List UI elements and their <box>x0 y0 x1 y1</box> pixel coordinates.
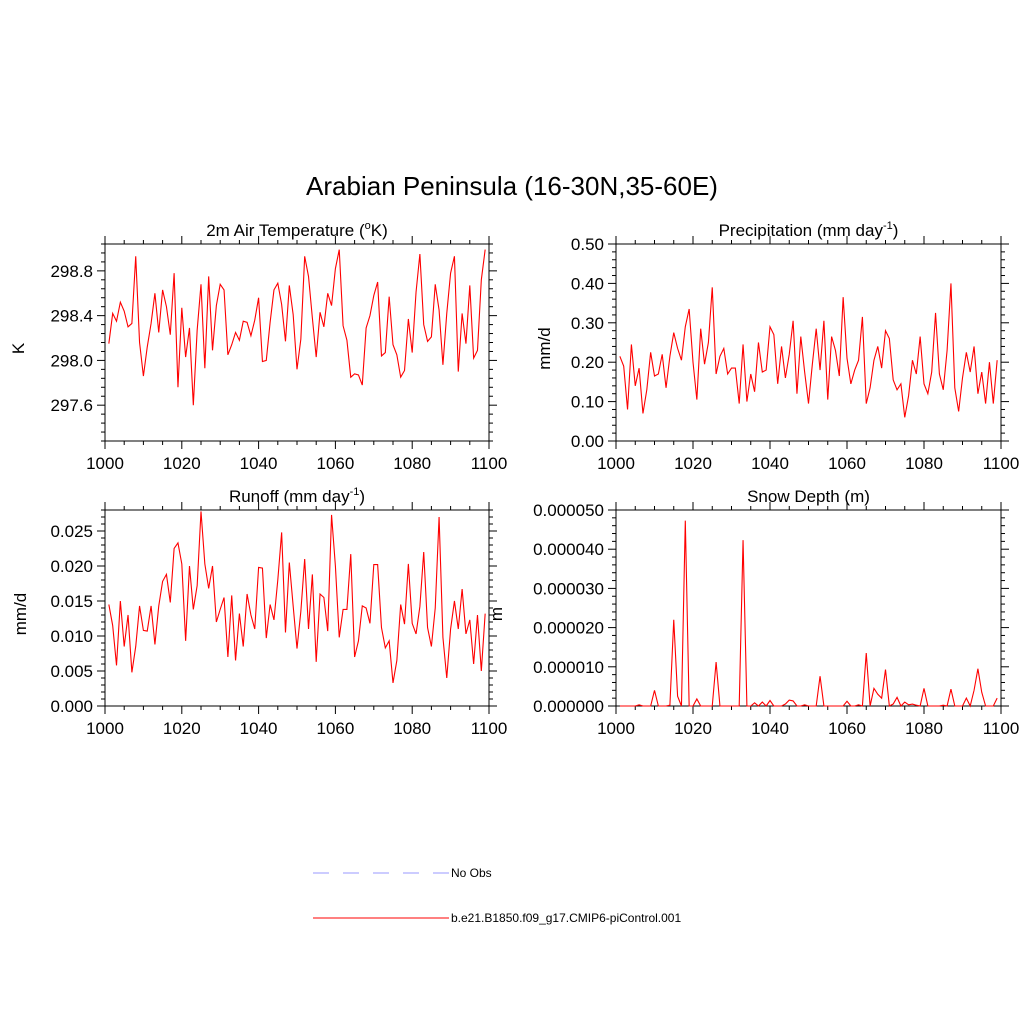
panel-title-tail: ) <box>359 487 365 506</box>
x-tick-label: 1040 <box>751 454 789 473</box>
y-tick-label: 0.000040 <box>533 540 604 559</box>
x-tick-label: 1020 <box>674 454 712 473</box>
y-tick-label: 0.020 <box>50 557 93 576</box>
panel-title-superscript: o <box>365 220 371 232</box>
x-tick-label: 1100 <box>983 719 1020 738</box>
plot-frame <box>104 509 490 707</box>
y-tick-label: 298.4 <box>50 307 93 326</box>
y-tick-label: 0.025 <box>50 522 93 541</box>
y-tick-label: 298.0 <box>50 351 93 370</box>
y-tick-label: 0.000010 <box>533 658 604 677</box>
plot-frame <box>615 243 1002 442</box>
x-tick-label: 1080 <box>905 454 943 473</box>
x-tick-label: 1080 <box>905 719 943 738</box>
x-tick-label: 1040 <box>240 454 278 473</box>
panel-title: Precipitation (mm day-1) <box>719 220 899 240</box>
x-tick-label: 1100 <box>471 719 508 738</box>
panel-title: Snow Depth (m) <box>747 487 870 506</box>
y-tick-label: 298.8 <box>50 262 93 281</box>
series-line <box>619 283 998 418</box>
x-tick-label: 1020 <box>674 719 712 738</box>
panel-4: Snow Depth (m) m 1000 1020 1040 1060 1080 1100 0… <box>487 487 1019 738</box>
y-tick-label: 297.6 <box>50 396 93 415</box>
series-line <box>619 520 998 708</box>
plot-frame <box>104 243 490 442</box>
y-tick-label: 0.000030 <box>533 579 604 598</box>
y-tick-label: 0.005 <box>50 662 93 681</box>
y-tick-label: 0.000000 <box>533 697 604 716</box>
x-tick-label: 1020 <box>163 454 201 473</box>
legend-label: No Obs <box>451 866 492 880</box>
x-tick-label: 1060 <box>828 719 866 738</box>
x-tick-label: 1080 <box>393 719 431 738</box>
panel-title-text: Snow Depth (m) <box>747 487 870 506</box>
panel-title-text: Precipitation (mm day <box>719 221 884 240</box>
x-tick-label: 1000 <box>86 454 124 473</box>
x-tick-label: 1000 <box>86 719 124 738</box>
y-tick-label: 0.010 <box>50 627 93 646</box>
panel-title-text: Runoff (mm day <box>229 487 350 506</box>
y-axis-label: K <box>9 342 28 354</box>
x-tick-label: 1000 <box>597 719 635 738</box>
y-tick-label: 0.000020 <box>533 619 604 638</box>
panel-title-text: 2m Air Temperature ( <box>206 221 365 240</box>
y-axis-label: mm/d <box>535 327 554 370</box>
y-tick-label: 0.50 <box>571 235 604 254</box>
y-tick-label: 0.000050 <box>533 501 604 520</box>
x-tick-label: 1040 <box>751 719 789 738</box>
panel-title: Runoff (mm day-1) <box>229 486 365 506</box>
y-tick-label: 0.30 <box>571 314 604 333</box>
x-tick-label: 1100 <box>983 454 1020 473</box>
panel-2: Precipitation (mm day-1) mm/d 1000 1020 1040… <box>535 220 1019 473</box>
x-tick-label: 1000 <box>597 454 635 473</box>
x-tick-label: 1060 <box>828 454 866 473</box>
x-tick-label: 1040 <box>240 719 278 738</box>
panel-title-superscript: -1 <box>883 220 893 232</box>
panel-1: 2m Air Temperature (oK) K 1000 1020 1040 1060… <box>9 220 507 473</box>
panel-3: Runoff (mm day-1) mm/d 1000 1020 1040 1060 108… <box>11 486 507 738</box>
y-tick-label: 0.015 <box>50 592 93 611</box>
panel-title-tail: ) <box>893 221 899 240</box>
y-tick-label: 0.20 <box>571 353 604 372</box>
x-tick-label: 1020 <box>163 719 201 738</box>
x-tick-label: 1100 <box>471 454 508 473</box>
series-line <box>108 249 486 406</box>
panel-title-superscript: -1 <box>350 486 360 498</box>
legend-label: b.e21.B1850.f09_g17.CMIP6-piControl.001 <box>451 911 681 925</box>
y-axis-label: mm/d <box>11 593 30 636</box>
x-tick-label: 1080 <box>393 454 431 473</box>
y-axis-label: m <box>487 607 506 621</box>
panels: 2m Air Temperature (oK) K 1000 1020 1040 1060… <box>9 220 1019 738</box>
legend: No Obs b.e21.B1850.f09_g17.CMIP6-piContro… <box>313 866 681 925</box>
panel-title: 2m Air Temperature (oK) <box>206 220 388 240</box>
x-tick-label: 1060 <box>316 454 354 473</box>
y-tick-label: 0.000 <box>50 697 93 716</box>
panel-title-tail: K) <box>371 221 388 240</box>
plot-frame <box>615 509 1002 707</box>
series-line <box>108 511 486 683</box>
y-tick-label: 0.10 <box>571 393 604 412</box>
figure-title: Arabian Peninsula (16-30N,35-60E) <box>306 171 718 201</box>
y-tick-label: 0.00 <box>571 432 604 451</box>
x-tick-label: 1060 <box>316 719 354 738</box>
y-tick-label: 0.40 <box>571 274 604 293</box>
